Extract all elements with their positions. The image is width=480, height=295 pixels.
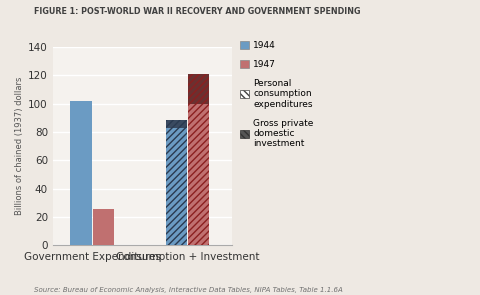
Bar: [188, 104, 209, 245]
Text: FIGURE 1: POST-WORLD WAR II RECOVERY AND GOVERNMENT SPENDING: FIGURE 1: POST-WORLD WAR II RECOVERY AND…: [34, 7, 360, 17]
Bar: [166, 128, 187, 245]
Bar: [188, 74, 209, 104]
Bar: [70, 101, 92, 245]
Bar: [93, 209, 114, 245]
Y-axis label: Billions of chained (1937) dollars: Billions of chained (1937) dollars: [15, 77, 24, 215]
Legend: 1944, 1947, Personal
consumption
expenditures, Gross private
domestic
investment: 1944, 1947, Personal consumption expendi…: [236, 37, 317, 152]
Text: Source: Bureau of Economic Analysis, Interactive Data Tables, NIPA Tables, Table: Source: Bureau of Economic Analysis, Int…: [34, 286, 342, 293]
Bar: [166, 120, 187, 128]
